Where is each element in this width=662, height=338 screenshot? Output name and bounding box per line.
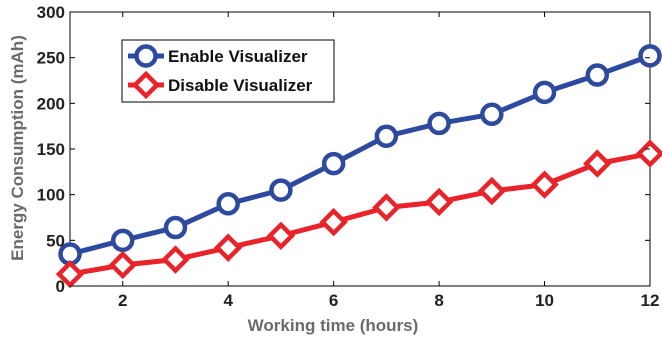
series-enable-visualizer [58, 44, 662, 266]
data-point-disable-visualizer [108, 250, 137, 280]
legend: Enable Visualizer Disable Visualizer [121, 39, 335, 103]
data-point-enable-visualizer [110, 228, 135, 253]
y-tick-label: 300 [37, 3, 65, 22]
y-tick-label: 150 [37, 140, 65, 159]
x-axis-title: Working time (hours) [248, 316, 419, 335]
data-point-disable-visualizer [424, 187, 454, 217]
data-point-disable-visualizer [55, 259, 85, 289]
legend-label-disable-visualizer: Disable Visualizer [168, 76, 313, 95]
data-point-enable-visualizer [427, 111, 451, 136]
x-tick-label: 8 [434, 291, 443, 310]
data-point-disable-visualizer [213, 233, 243, 262]
y-axis-title: Energy Consumption (mAh) [8, 35, 27, 261]
data-point-enable-visualizer [374, 124, 399, 148]
data-point-disable-visualizer [477, 176, 507, 206]
y-tick-label: 100 [37, 186, 65, 205]
data-point-disable-visualizer [530, 170, 559, 199]
y-tick-label: 200 [37, 94, 65, 113]
data-point-disable-visualizer [161, 245, 190, 274]
data-point-enable-visualizer [269, 178, 293, 202]
axis-ticks: 2 4 6 8 10 12 0 50 100 150 200 250 300 [37, 3, 660, 310]
data-point-enable-visualizer [163, 215, 188, 240]
series-disable-visualizer [55, 139, 662, 289]
data-point-disable-visualizer [372, 193, 401, 222]
data-point-enable-visualizer [585, 63, 610, 87]
legend-label-enable-visualizer: Enable Visualizer [168, 47, 308, 66]
data-point-enable-visualizer [532, 80, 557, 105]
legend-marker-enable-visualizer [134, 44, 158, 68]
x-tick-label: 10 [535, 291, 554, 310]
data-point-enable-visualizer [321, 151, 346, 176]
legend-marker-disable-visualizer [131, 70, 161, 100]
y-tick-label: 50 [46, 231, 65, 250]
y-tick-label: 250 [37, 49, 65, 68]
data-point-disable-visualizer [319, 207, 348, 237]
data-point-enable-visualizer [480, 102, 504, 127]
data-point-enable-visualizer [216, 192, 240, 216]
y-tick-label: 0 [56, 277, 65, 296]
x-tick-label: 6 [329, 291, 338, 310]
data-point-disable-visualizer [583, 149, 612, 178]
x-tick-label: 4 [223, 291, 233, 310]
data-point-disable-visualizer [635, 139, 662, 168]
data-point-enable-visualizer [638, 44, 662, 68]
x-tick-label: 2 [118, 291, 127, 310]
legend-box [121, 39, 335, 103]
series-layer [55, 44, 662, 289]
x-tick-label: 12 [641, 291, 660, 310]
data-point-disable-visualizer [266, 221, 296, 250]
